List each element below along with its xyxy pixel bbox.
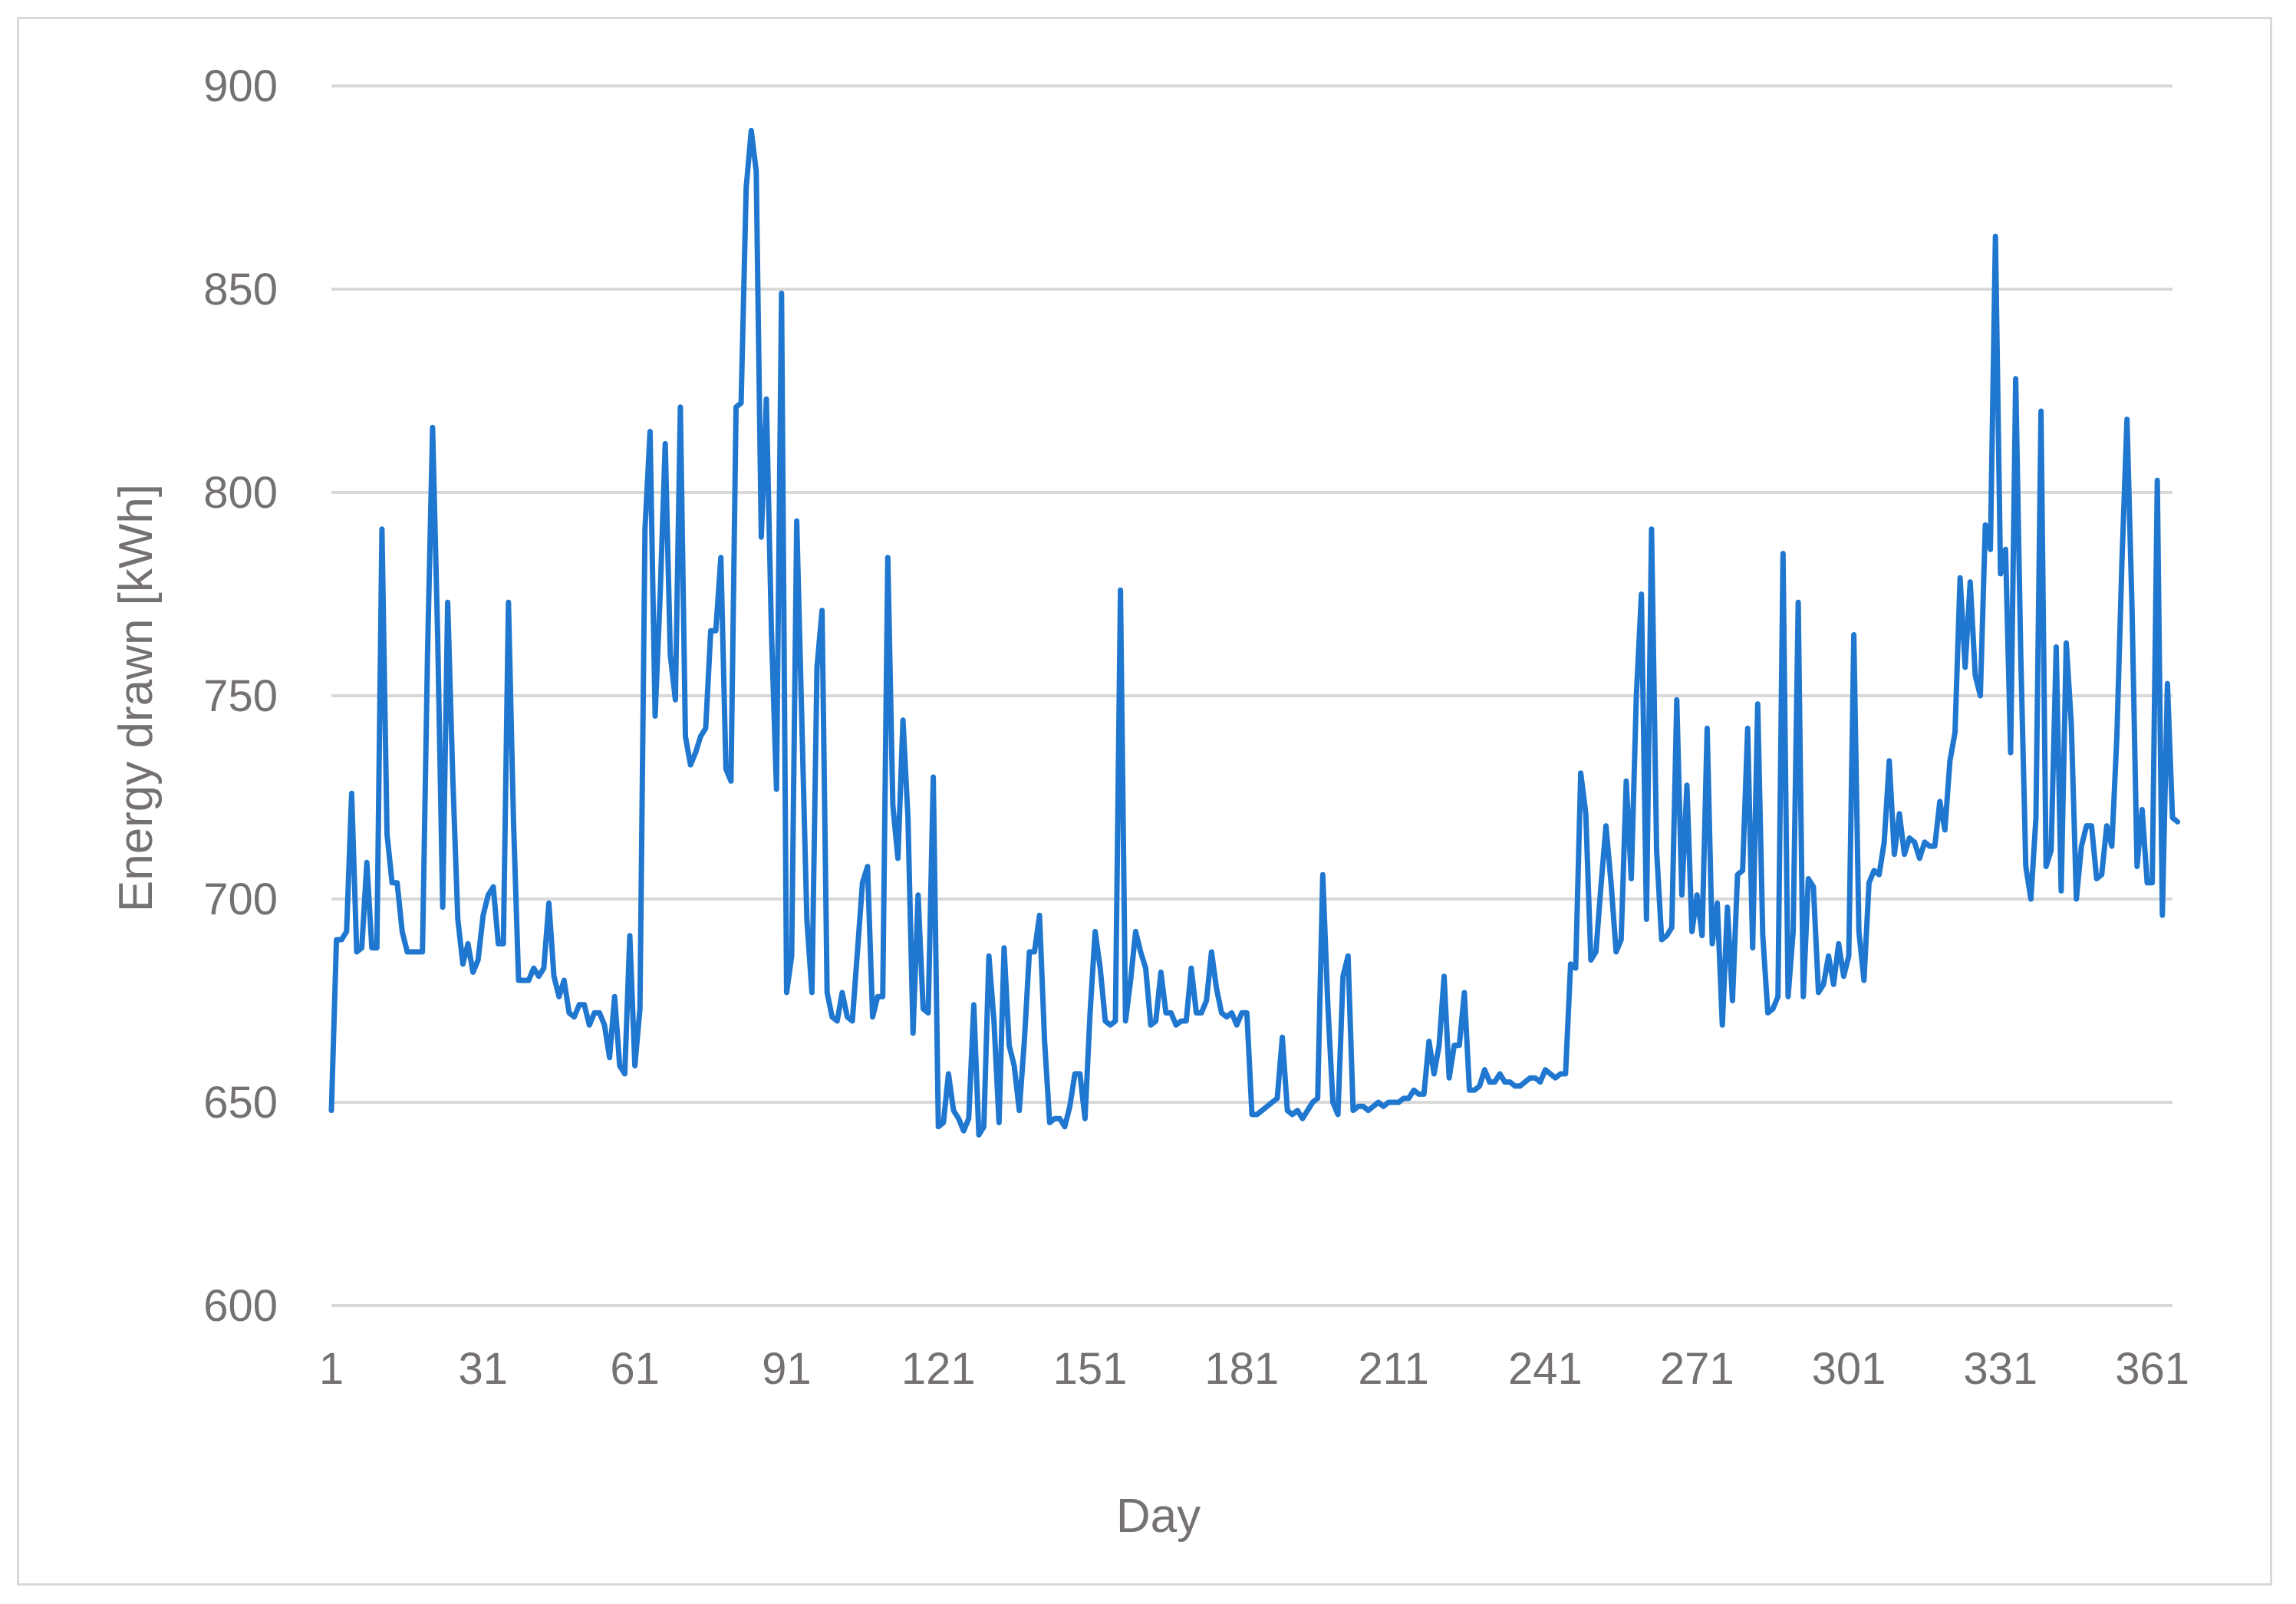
y-axis-ticks: 600 650 700 750 800 850 900 [203,61,278,1331]
gridlines [331,84,2172,1307]
y-tick-label: 850 [203,265,278,315]
y-tick-label: 750 [203,671,278,721]
y-axis-title: Energy drawn [kWh] [110,484,163,912]
x-tick-label: 271 [1660,1344,1734,1394]
x-tick-label: 91 [762,1344,812,1394]
x-tick-label: 61 [610,1344,660,1394]
chart-frame [17,17,2272,1586]
x-axis-title: Day [1116,1490,1201,1543]
x-tick-label: 211 [1358,1344,1428,1394]
series-line-energy [328,127,2181,1138]
x-tick-label: 241 [1508,1344,1583,1394]
y-tick-label: 900 [203,61,278,111]
y-tick-label: 800 [203,468,278,518]
x-axis-ticks: 1 31 61 91 121 151 181 211 241 271 301 331 361 [319,1344,2189,1394]
x-tick-label: 151 [1053,1344,1128,1394]
x-tick-label: 301 [1812,1344,1886,1394]
y-tick-label: 650 [203,1078,278,1128]
y-tick-label: 700 [203,874,278,924]
x-tick-label: 1 [319,1344,344,1394]
x-tick-label: 361 [2115,1344,2189,1394]
x-tick-label: 181 [1204,1344,1279,1394]
y-tick-label: 600 [203,1281,278,1331]
x-tick-label: 121 [901,1344,976,1394]
x-tick-label: 31 [459,1344,509,1394]
x-tick-label: 331 [1963,1344,2037,1394]
